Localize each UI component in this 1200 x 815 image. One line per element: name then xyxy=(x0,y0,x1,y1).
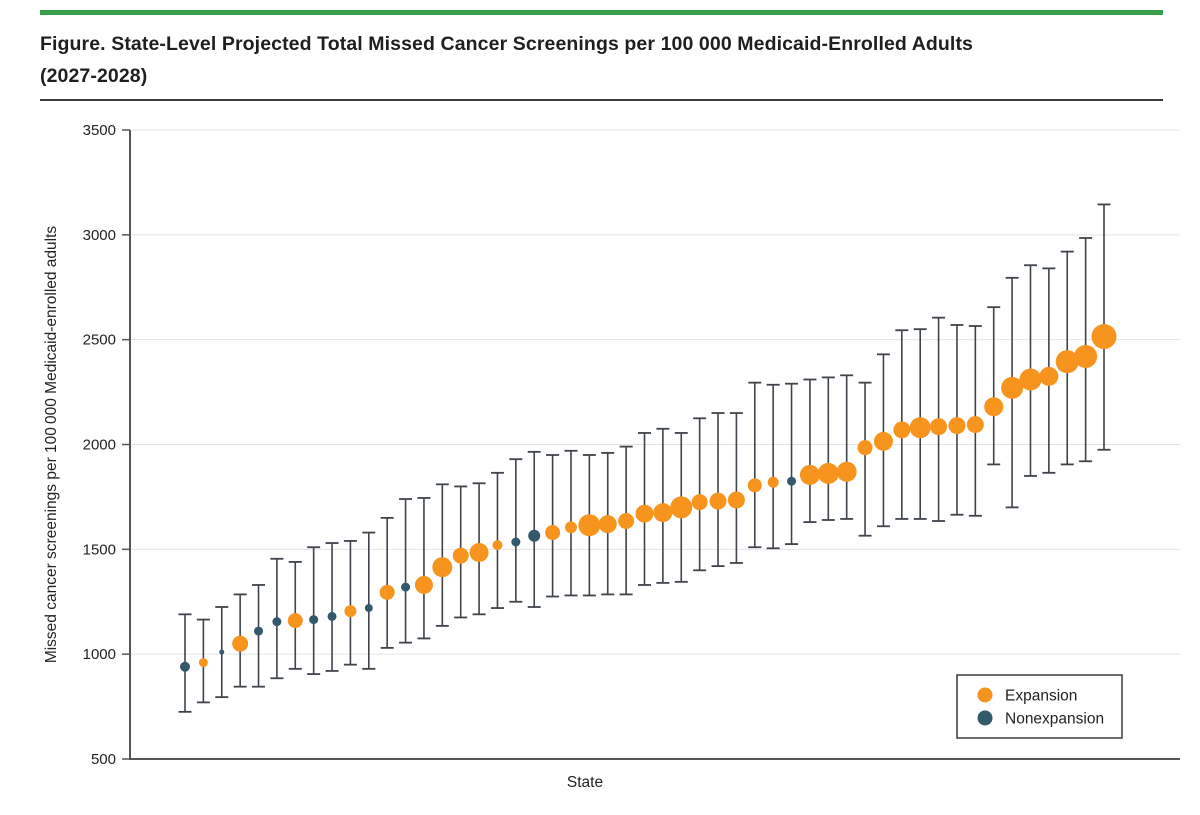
data-point-expansion xyxy=(767,476,779,488)
data-point-expansion xyxy=(817,462,839,484)
data-point-expansion xyxy=(670,496,693,519)
legend-marker-nonexpansion xyxy=(977,710,993,726)
data-point-expansion xyxy=(1019,368,1042,391)
data-point-expansion xyxy=(1074,344,1098,368)
data-point-nonexpansion xyxy=(528,529,541,542)
data-point-nonexpansion xyxy=(180,661,190,672)
figure-title-line2: (2027-2028) xyxy=(40,65,148,87)
y-tick-label: 1500 xyxy=(83,541,116,558)
data-point-expansion xyxy=(930,418,948,436)
y-tick-label: 2500 xyxy=(83,332,116,349)
data-point-expansion xyxy=(1001,376,1024,399)
y-tick-label: 2000 xyxy=(83,437,116,454)
data-point-expansion xyxy=(545,525,561,541)
data-point-expansion xyxy=(857,440,873,456)
data-point-expansion xyxy=(578,514,601,537)
data-point-expansion xyxy=(564,521,577,534)
data-point-expansion xyxy=(727,491,745,509)
legend-label-expansion: Expansion xyxy=(1005,688,1077,705)
legend-marker-expansion xyxy=(977,687,993,703)
data-point-expansion xyxy=(747,478,762,493)
data-point-expansion xyxy=(344,605,357,618)
data-point-expansion xyxy=(414,575,433,594)
data-point-nonexpansion xyxy=(364,604,373,613)
data-point-expansion xyxy=(1055,350,1079,374)
data-point-expansion xyxy=(452,547,469,564)
data-point-expansion xyxy=(799,464,820,485)
data-point-nonexpansion xyxy=(327,611,337,621)
scatter-chart: 500 1000 1500 2000 2500 3000 3500 State Missed c… xyxy=(43,122,1180,791)
data-point-nonexpansion xyxy=(787,476,797,486)
data-point-expansion xyxy=(198,658,208,668)
data-point-expansion xyxy=(709,492,727,510)
y-tick-label: 3500 xyxy=(83,122,116,139)
title-divider xyxy=(40,99,1163,101)
data-point-expansion xyxy=(691,494,708,511)
data-point-expansion xyxy=(618,513,635,530)
data-point-expansion xyxy=(653,503,673,523)
data-point-nonexpansion xyxy=(309,615,319,625)
data-point-expansion xyxy=(469,542,489,562)
data-point-expansion xyxy=(893,421,911,439)
y-axis-title: Missed cancer screenings per 100 000 Med… xyxy=(43,226,60,664)
data-point-expansion xyxy=(948,417,966,435)
data-point-nonexpansion xyxy=(511,537,521,547)
data-point-nonexpansion xyxy=(272,617,282,627)
x-axis-title: State xyxy=(567,774,603,791)
data-point-expansion xyxy=(432,557,453,578)
data-point-expansion xyxy=(966,416,984,434)
data-point-expansion xyxy=(836,461,857,482)
data-point-expansion xyxy=(635,504,654,523)
y-tick-label: 500 xyxy=(91,751,116,768)
data-point-expansion xyxy=(984,397,1004,417)
legend-label-nonexpansion: Nonexpansion xyxy=(1005,711,1104,728)
data-point-expansion xyxy=(287,613,303,629)
data-point-expansion xyxy=(598,515,617,534)
data-point-expansion xyxy=(1039,366,1059,386)
data-point-expansion xyxy=(379,584,395,600)
data-point-expansion xyxy=(492,540,503,551)
data-point-expansion xyxy=(232,635,249,652)
top-accent-bar xyxy=(40,10,1163,15)
data-point-expansion xyxy=(873,431,893,451)
data-point-nonexpansion xyxy=(254,626,264,636)
data-point-expansion xyxy=(909,417,931,439)
chart-figure: 500 1000 1500 2000 2500 3000 3500 State Missed c… xyxy=(0,110,1200,810)
data-point-nonexpansion xyxy=(401,582,411,592)
figure-title-line1: Figure. State-Level Projected Total Miss… xyxy=(40,33,973,55)
y-tick-label: 1000 xyxy=(83,646,116,663)
y-tick-label: 3000 xyxy=(83,227,116,244)
data-point-expansion xyxy=(1091,324,1117,350)
data-point-nonexpansion xyxy=(219,649,225,655)
legend-box xyxy=(956,674,1123,739)
figure-title: Figure. State-Level Projected Total Miss… xyxy=(40,28,1163,92)
